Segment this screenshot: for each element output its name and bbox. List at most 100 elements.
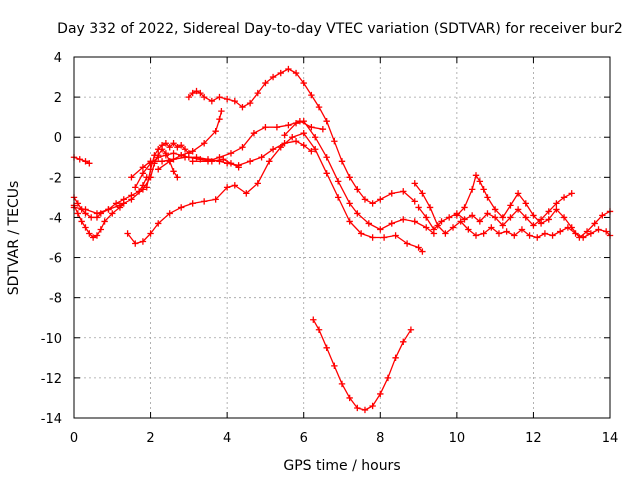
data-point-marker	[200, 140, 208, 147]
data-point-marker	[277, 69, 284, 77]
data-point-marker	[181, 146, 189, 153]
data-point-marker	[392, 232, 399, 239]
data-point-marker	[200, 93, 208, 101]
data-point-marker	[82, 158, 89, 165]
data-point-marker	[361, 196, 369, 203]
data-point-marker	[231, 182, 238, 189]
data-point-marker	[461, 204, 468, 211]
data-point-marker	[189, 200, 196, 207]
data-point-marker	[400, 216, 407, 223]
series-track-15	[411, 180, 614, 241]
data-point-marker	[507, 202, 514, 209]
data-point-marker	[411, 218, 418, 225]
data-point-marker	[151, 152, 158, 159]
data-point-marker	[323, 117, 330, 125]
data-point-marker	[239, 103, 246, 111]
data-point-marker	[388, 220, 395, 227]
data-point-marker	[354, 186, 361, 193]
data-point-marker	[507, 214, 514, 221]
data-point-marker	[86, 230, 93, 237]
data-point-marker	[88, 214, 95, 221]
data-point-marker	[503, 228, 510, 235]
data-point-marker	[250, 130, 258, 137]
data-point-marker	[530, 212, 537, 219]
series-line	[126, 132, 424, 253]
data-point-marker	[216, 93, 223, 101]
data-point-marker	[189, 89, 196, 97]
data-point-marker	[74, 200, 82, 207]
data-point-marker	[292, 119, 300, 127]
series-line	[414, 182, 611, 239]
data-point-marker	[292, 138, 300, 145]
data-point-marker	[147, 158, 154, 165]
data-point-marker	[553, 206, 560, 213]
data-point-marker	[334, 178, 342, 185]
series-track-6	[132, 150, 242, 191]
data-point-marker	[583, 228, 591, 235]
data-point-marker	[308, 91, 315, 99]
data-point-marker	[162, 140, 170, 147]
data-point-marker	[357, 230, 365, 237]
data-point-marker	[338, 380, 346, 388]
series-line	[312, 319, 412, 411]
data-point-marker	[476, 218, 484, 225]
series-track-10	[189, 117, 327, 165]
data-point-marker	[576, 234, 583, 241]
data-point-marker	[170, 140, 177, 147]
data-point-marker	[526, 232, 533, 239]
series-track-12	[281, 117, 438, 237]
data-point-marker	[411, 198, 418, 205]
data-point-marker	[365, 220, 372, 227]
data-point-marker	[484, 210, 491, 217]
data-point-marker	[315, 326, 323, 333]
data-point-marker	[434, 222, 441, 229]
data-point-marker	[273, 123, 281, 131]
data-point-marker	[331, 362, 338, 370]
data-point-marker	[93, 210, 101, 217]
data-point-marker	[511, 232, 518, 239]
data-point-marker	[235, 162, 242, 169]
y-axis-label: SDTVAR / TECUs	[6, 181, 22, 296]
data-point-marker	[147, 166, 154, 173]
data-point-marker	[285, 121, 292, 129]
data-point-marker	[446, 214, 453, 221]
data-point-marker	[495, 230, 503, 237]
data-point-marker	[193, 154, 200, 161]
data-point-marker	[139, 238, 147, 245]
data-point-marker	[74, 210, 82, 217]
data-point-marker	[310, 316, 317, 323]
data-point-marker	[212, 196, 219, 203]
data-point-marker	[369, 200, 376, 207]
series-track-16	[453, 172, 614, 241]
data-point-marker	[139, 164, 147, 171]
data-point-marker	[162, 152, 170, 159]
x-tick-label: 12	[525, 431, 542, 446]
x-tick-label: 10	[449, 431, 466, 446]
y-tick-label: -10	[41, 332, 62, 347]
data-point-marker	[442, 230, 449, 237]
data-point-marker	[128, 196, 135, 203]
data-point-marker	[315, 103, 323, 111]
data-point-marker	[109, 210, 116, 217]
data-point-marker	[560, 214, 568, 221]
data-point-marker	[116, 202, 124, 209]
plot-frame	[73, 56, 611, 419]
data-point-marker	[174, 144, 181, 151]
data-point-marker	[132, 240, 139, 247]
data-point-marker	[388, 190, 395, 197]
data-point-marker	[400, 338, 407, 345]
data-point-marker	[369, 402, 376, 410]
series-track-4	[70, 146, 181, 217]
data-point-marker	[246, 158, 254, 165]
data-point-marker	[522, 214, 529, 221]
data-point-marker	[269, 73, 277, 81]
data-point-marker	[155, 154, 162, 161]
data-point-marker	[491, 214, 499, 221]
data-point-marker	[292, 69, 300, 77]
data-point-marker	[158, 142, 166, 149]
y-tick-label: -8	[49, 292, 62, 307]
data-point-marker	[587, 230, 595, 237]
x-tick-label: 8	[376, 431, 384, 446]
data-point-marker	[346, 394, 353, 402]
